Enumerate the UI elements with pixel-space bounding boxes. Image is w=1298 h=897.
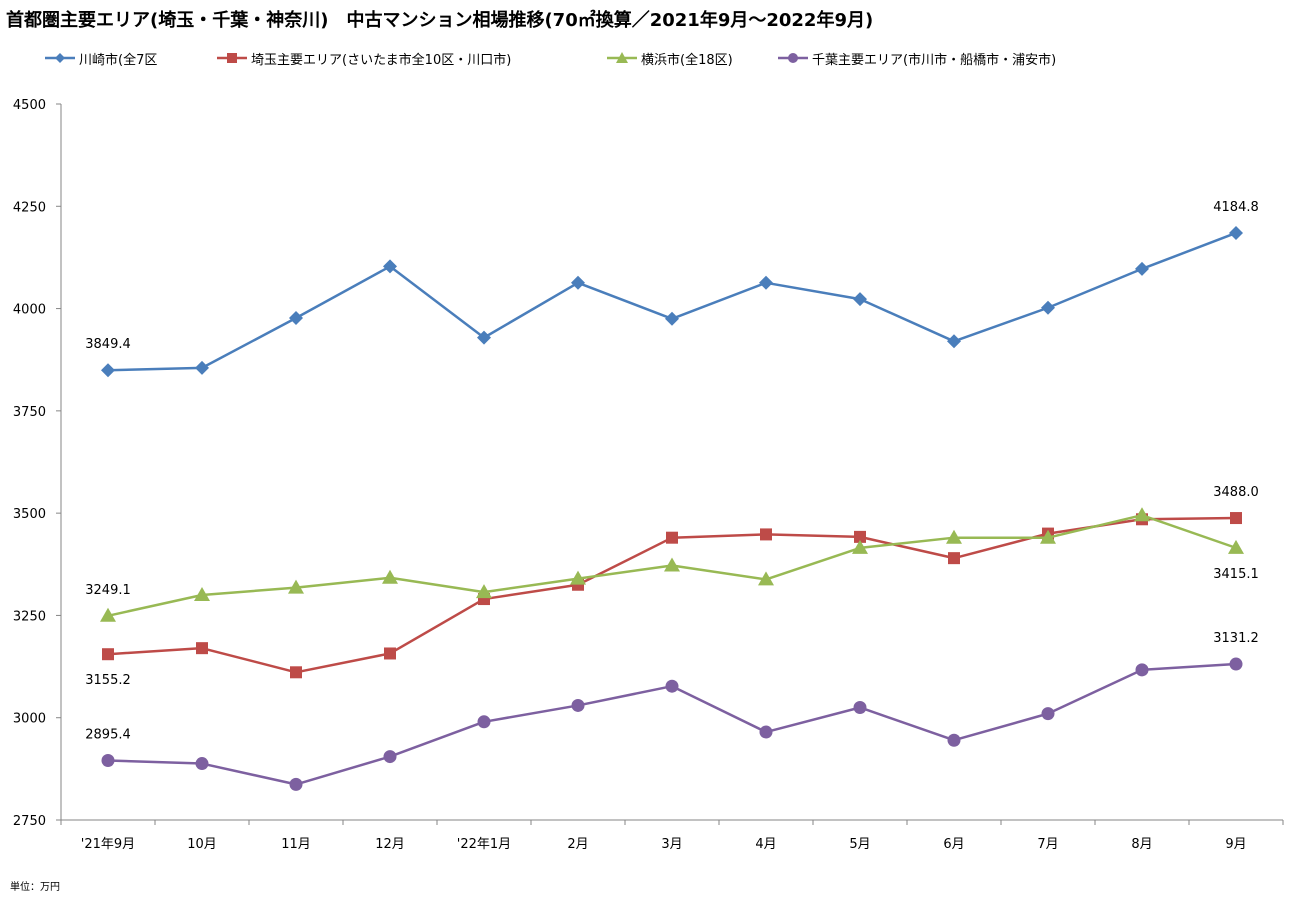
data-point-triangle (194, 586, 210, 601)
y-tick-label: 4000 (13, 303, 46, 318)
x-tick-label: 12月 (375, 837, 405, 852)
data-point-diamond (1135, 261, 1149, 276)
data-point-circle (383, 750, 397, 764)
x-tick-label: '22年1月 (457, 837, 511, 852)
legend-marker-square (217, 53, 247, 63)
data-point-diamond (289, 310, 303, 325)
y-tick-label: 4250 (13, 200, 46, 215)
legend-item-yokohama: 横浜市(全18区) (607, 46, 733, 70)
data-point-circle (1041, 707, 1055, 721)
y-tick-label: 3500 (13, 507, 46, 522)
legend-label: 川崎市(全7区 (79, 52, 158, 68)
y-tick-label: 3750 (13, 405, 46, 420)
data-point-square (290, 666, 302, 679)
data-point-circle (101, 754, 115, 768)
legend-label: 埼玉主要エリア(さいたま市全10区・川口市) (251, 52, 512, 68)
data-point-square (102, 648, 114, 661)
data-point-diamond (665, 311, 679, 326)
x-tick-label: 10月 (187, 837, 217, 852)
legend-item-saitama: 埼玉主要エリア(さいたま市全10区・川口市) (217, 46, 511, 70)
data-point-square (948, 552, 960, 565)
data-point-circle (1135, 663, 1149, 677)
data-label: 3849.4 (85, 337, 131, 352)
data-point-triangle (664, 557, 680, 572)
legend-marker-triangle (607, 52, 637, 63)
data-point-diamond (947, 334, 961, 349)
x-tick-label: 2月 (567, 837, 588, 852)
data-point-triangle (946, 529, 962, 544)
data-point-square (196, 642, 208, 655)
legend-item-chiba: 千葉主要エリア(市川市・船橋市・浦安市) (778, 46, 1056, 70)
data-point-circle (853, 700, 867, 714)
data-point-triangle (476, 584, 492, 599)
data-point-square (1230, 512, 1242, 525)
data-point-diamond (571, 275, 585, 290)
x-tick-label: 7月 (1037, 837, 1058, 852)
data-point-triangle (1228, 539, 1244, 554)
data-point-square (854, 530, 866, 543)
data-point-square (384, 647, 396, 660)
data-label: 3415.1 (1213, 567, 1259, 582)
y-tick-label: 2750 (13, 814, 46, 829)
data-point-triangle (382, 569, 398, 584)
data-point-triangle (852, 539, 868, 554)
legend-item-kawasaki: 川崎市(全7区 (45, 46, 157, 70)
x-tick-label: 5月 (849, 837, 870, 852)
y-tick-label: 3000 (13, 712, 46, 727)
data-label: 2895.4 (85, 728, 131, 743)
data-point-triangle (758, 571, 774, 586)
data-point-circle (759, 725, 773, 739)
data-point-square (760, 528, 772, 541)
y-tick-label: 4500 (13, 98, 46, 113)
data-point-triangle (1134, 507, 1150, 522)
data-point-circle (289, 777, 303, 791)
data-point-circle (947, 733, 961, 747)
chart-title: 首都圏主要エリア(埼玉・千葉・神奈川) 中古マンション相場推移(70㎡換算／20… (6, 10, 874, 31)
data-label: 3488.0 (1213, 485, 1259, 500)
legend-label: 千葉主要エリア(市川市・船橋市・浦安市) (812, 52, 1057, 68)
legend-marker-circle (778, 53, 808, 63)
data-label: 3131.2 (1213, 631, 1259, 646)
legend-label: 横浜市(全18区) (641, 52, 733, 68)
series-line (107, 231, 1237, 372)
data-point-diamond (101, 363, 115, 378)
data-point-triangle (100, 607, 116, 622)
x-tick-label: '21年9月 (81, 837, 135, 852)
data-label: 3155.2 (85, 673, 131, 688)
data-point-diamond (1229, 225, 1243, 240)
data-point-triangle (570, 570, 586, 585)
data-point-diamond (1041, 300, 1055, 315)
y-tick-label: 3250 (13, 609, 46, 624)
data-point-square (666, 531, 678, 544)
legend-marker-diamond (45, 53, 75, 63)
data-point-circle (571, 698, 585, 712)
data-point-diamond (759, 275, 773, 290)
x-tick-label: 3月 (661, 837, 682, 852)
data-point-diamond (195, 360, 209, 375)
x-tick-label: 8月 (1131, 837, 1152, 852)
data-point-diamond (383, 259, 397, 274)
x-tick-label: 11月 (281, 837, 311, 852)
data-point-circle (665, 679, 679, 693)
data-point-triangle (288, 579, 304, 594)
data-point-diamond (477, 330, 491, 345)
x-tick-label: 6月 (943, 837, 964, 852)
data-point-circle (1229, 657, 1243, 671)
x-tick-label: 9月 (1225, 837, 1246, 852)
data-point-triangle (1040, 529, 1056, 544)
legend: 川崎市(全7区 埼玉主要エリア(さいたま市全10区・川口市) 横浜市(全18区)… (45, 46, 1285, 70)
unit-note: 単位：万円 (10, 882, 60, 893)
data-label: 3249.1 (85, 583, 131, 598)
data-label: 4184.8 (1213, 200, 1259, 215)
data-point-circle (195, 757, 209, 771)
data-point-circle (477, 715, 491, 729)
x-tick-label: 4月 (755, 837, 776, 852)
data-point-diamond (853, 292, 867, 307)
